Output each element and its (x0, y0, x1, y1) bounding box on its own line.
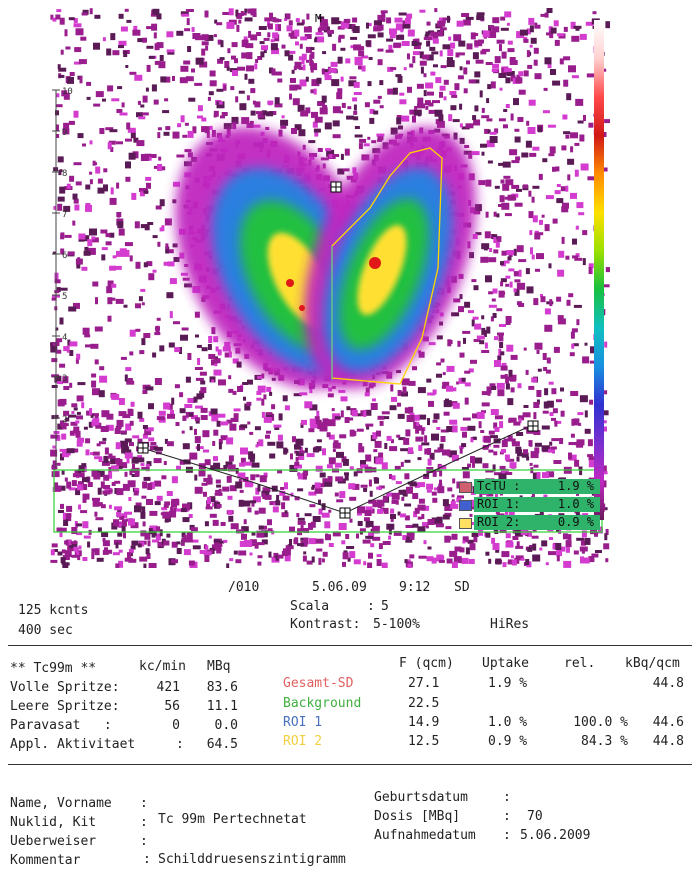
roi-row-uptake-gesamt: 1.9 % (488, 676, 528, 691)
dosis-value: 70 (527, 809, 543, 824)
scintigram-svg: 10 9 8 7 6 5 4 3 2 M (50, 8, 613, 571)
roi-row-uptake-roi2: 0.9 % (488, 734, 528, 749)
scale-tick-label: 8 (62, 169, 67, 179)
crosshair-marker-bottom (339, 507, 351, 519)
col-mbq: MBq (207, 659, 231, 674)
roi-swatch-roi1 (459, 500, 472, 511)
divider-1 (8, 645, 692, 646)
scala-label: Scala (290, 599, 330, 614)
scale-tick-label: 9 (62, 128, 67, 138)
roi-row-name-background: Background (283, 696, 362, 711)
acq-time: 9:12 (399, 580, 431, 595)
roi-swatch-roi2 (459, 518, 472, 529)
roi-overlay: 10 9 8 7 6 5 4 3 2 M (52, 12, 603, 533)
scale-tick-label: 6 (62, 251, 67, 261)
roi-badge-roi1: ROI 1: 1.0 % (474, 497, 600, 512)
aufnahme-value: 5.06.2009 (520, 828, 591, 843)
scale-tick-label: 10 (62, 87, 73, 97)
appl-label: Appl. Aktivitaet (10, 737, 136, 752)
roi-row-f-gesamt: 27.1 (408, 676, 440, 691)
scale-tick-label: 3 (62, 374, 67, 384)
dosis-label: Dosis [MBq] (374, 809, 461, 824)
scale-tick-label: 5 (62, 292, 67, 302)
row-leere-label: Leere Spritze: (10, 699, 120, 714)
kommentar-label: Kommentar (10, 853, 81, 868)
header-uptake: Uptake (482, 656, 529, 671)
counts: 125 kcnts (18, 603, 89, 618)
geburt-label: Geburtsdatum (374, 790, 468, 805)
kontrast-label: Kontrast: (290, 617, 361, 632)
row-volle-kc: 421 (156, 680, 180, 695)
acq-mode: SD (454, 580, 470, 595)
roi-2-outline (331, 147, 443, 385)
roi-row-rel-roi1: 100.0 % (573, 715, 628, 730)
row-leere-mbq: 11.1 (206, 699, 238, 714)
background-noise (50, 8, 613, 571)
geburt-sep: : (503, 790, 511, 805)
col-kcmin: kc/min (139, 659, 186, 674)
nuklid-label: Nuklid, Kit (10, 815, 97, 830)
aufnahme-sep: : (503, 828, 511, 843)
roi-row-uptake-roi1: 1.0 % (488, 715, 528, 730)
scale-tick-label: 7 (62, 210, 67, 220)
row-volle-mbq: 83.6 (206, 680, 238, 695)
scale-tick-label: 2 (62, 415, 67, 425)
color-scale-bar (594, 20, 604, 520)
ueberweiser-sep: : (140, 834, 148, 849)
row-paravasat-mbq: 0.0 (214, 718, 238, 733)
kontrast-value: 5-100% (373, 617, 420, 632)
roi-badge-roi2: ROI 2: 0.9 % (474, 515, 600, 530)
header-kbq: kBq/qcm (625, 656, 680, 671)
top-marker: M (315, 12, 322, 25)
roi-row-kbq-roi1: 44.6 (652, 715, 684, 730)
nuklid-value: Tc 99m Pertechnetat (158, 812, 307, 827)
acq-date: 5.06.09 (312, 580, 367, 595)
divider-2 (8, 764, 692, 765)
aufnahme-label: Aufnahmedatum (374, 828, 476, 843)
row-paravasat-kc: 0 (172, 718, 180, 733)
roi-row-f-roi1: 14.9 (408, 715, 440, 730)
acq-id: /010 (228, 580, 260, 595)
scintigram-image: 10 9 8 7 6 5 4 3 2 M (50, 8, 613, 571)
name-sep: : (140, 796, 148, 811)
nuklid-sep: : (140, 815, 148, 830)
kommentar-sep: : (143, 852, 151, 867)
hires-label: HiRes (490, 617, 530, 632)
roi-row-name-gesamt: Gesamt-SD (283, 676, 354, 691)
ueberweiser-label: Ueberweiser (10, 834, 97, 849)
scale-tick-label: 4 (62, 333, 67, 343)
roi-row-f-roi2: 12.5 (408, 734, 440, 749)
scala-value: 5 (381, 599, 389, 614)
row-paravasat-label: Paravasat : (10, 718, 112, 733)
row-volle-label: Volle Spritze: (10, 680, 120, 695)
roi-row-name-roi1: ROI 1 (283, 715, 323, 730)
scala-sep: : (367, 599, 375, 614)
appl-sep: : (176, 737, 184, 752)
crosshair-marker-left (137, 442, 149, 454)
crosshair-marker-right (527, 420, 539, 432)
header-f: F (qcm) (399, 656, 454, 671)
roi-row-kbq-gesamt: 44.8 (652, 676, 684, 691)
activity-title: ** Tc99m ** (10, 661, 97, 676)
kommentar-value: Schilddruesenszintigramm (158, 852, 346, 867)
thyroid-uptake (175, 127, 476, 389)
roi-badge-tctu: TcTU :1.9 % (474, 479, 600, 494)
dosis-sep: : (503, 809, 511, 824)
row-leere-kc: 56 (164, 699, 180, 714)
roi-swatch-tctu (459, 482, 472, 493)
roi-row-f-background: 22.5 (408, 696, 440, 711)
crosshair-marker-top (330, 181, 342, 193)
header-rel: rel. (564, 656, 596, 671)
roi-row-name-roi2: ROI 2 (283, 734, 323, 749)
roi-row-kbq-roi2: 44.8 (652, 734, 684, 749)
duration: 400 sec (18, 623, 73, 638)
roi-row-rel-roi2: 84.3 % (581, 734, 628, 749)
name-label: Name, Vorname (10, 796, 112, 811)
appl-value: 64.5 (206, 737, 238, 752)
